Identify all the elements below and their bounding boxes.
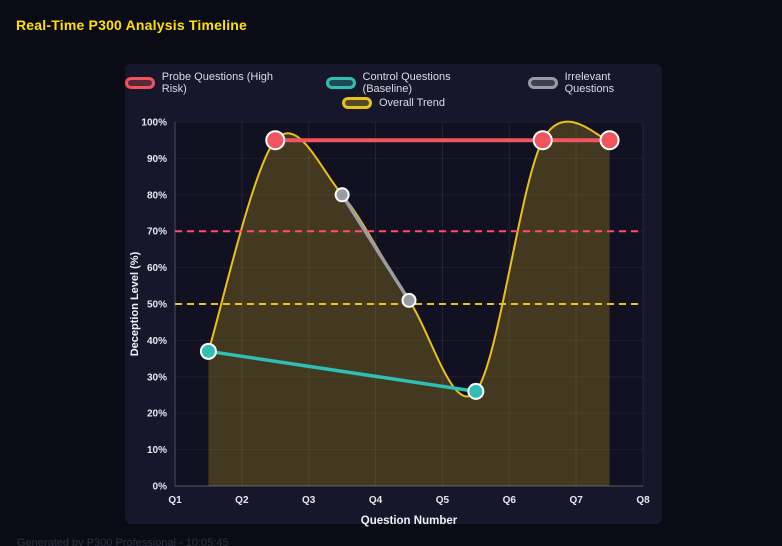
legend-row-2: Overall Trend [125, 94, 662, 112]
x-tick-label: Q3 [302, 495, 316, 506]
x-tick-label: Q4 [369, 495, 383, 506]
legend-label-control: Control Questions (Baseline) [362, 71, 451, 95]
data-point-probe-questions-high-risk-0[interactable] [265, 130, 286, 151]
x-axis-title: Question Number [361, 515, 458, 527]
data-point-probe-questions-high-risk-1[interactable] [532, 130, 553, 151]
data-point-control-questions-baseline-0[interactable] [199, 342, 217, 360]
legend-item-control-questions[interactable]: Control Questions (Baseline) [325, 71, 502, 95]
series-line-irrelevant-questions [340, 193, 411, 303]
x-tick-label: Q6 [503, 495, 517, 506]
chart-area: 0% 10% 20% 30% 40% 50% 60% 70% 80% 90% 100% Q1 Q2 Q3 Q… [129, 118, 650, 528]
y-tick-label: 70% [147, 227, 167, 238]
legend-swatch-trend [341, 97, 372, 109]
legend-swatch-probe [125, 77, 155, 89]
data-point-probe-questions-high-risk-2[interactable] [599, 130, 620, 151]
legend-label-probe: Probe Questions (High Risk) [161, 71, 274, 95]
x-tick-label: Q2 [235, 495, 249, 506]
footer-generated-by: Generated by P300 Professional - 10:05:4… [17, 537, 229, 546]
x-tick-label: Q8 [636, 495, 650, 506]
chart-panel: Probe Questions (High Risk) Control Ques… [125, 64, 662, 527]
page-title: Real-Time P300 Analysis Timeline [16, 17, 248, 33]
data-point-irrelevant-questions-0[interactable] [334, 187, 350, 203]
legend-item-overall-trend[interactable]: Overall Trend [341, 97, 446, 109]
data-point-control-questions-baseline-1[interactable] [467, 382, 485, 400]
legend-row-1: Probe Questions (High Risk) Control Ques… [125, 71, 662, 95]
x-tick-label: Q1 [168, 495, 182, 506]
y-tick-label: 100% [141, 118, 167, 129]
legend-swatch-irrelevant [527, 77, 558, 89]
data-point-irrelevant-questions-1[interactable] [401, 292, 417, 308]
y-tick-label: 10% [147, 445, 167, 456]
y-tick-label: 90% [147, 154, 167, 165]
y-tick-label: 0% [153, 482, 168, 493]
y-tick-label: 30% [147, 372, 167, 383]
y-tick-label: 40% [147, 336, 167, 347]
x-tick-label: Q7 [569, 495, 583, 506]
y-tick-label: 60% [147, 263, 167, 274]
x-tick-label: Q5 [436, 495, 450, 506]
series-line-control-questions-baseline [206, 349, 478, 394]
legend-item-probe-questions[interactable]: Probe Questions (High Risk) [125, 71, 300, 95]
chart-legend: Probe Questions (High Risk) Control Ques… [125, 64, 662, 112]
legend-label-irrelevant: Irrelevant Questions [564, 71, 615, 95]
legend-swatch-control [325, 77, 356, 89]
y-tick-label: 50% [147, 300, 167, 311]
y-axis-title: Deception Level (%) [129, 251, 141, 356]
legend-item-irrelevant-questions[interactable]: Irrelevant Questions [527, 71, 662, 95]
legend-label-trend: Overall Trend [378, 97, 446, 109]
y-tick-label: 20% [147, 409, 167, 420]
y-tick-label: 80% [147, 190, 167, 201]
